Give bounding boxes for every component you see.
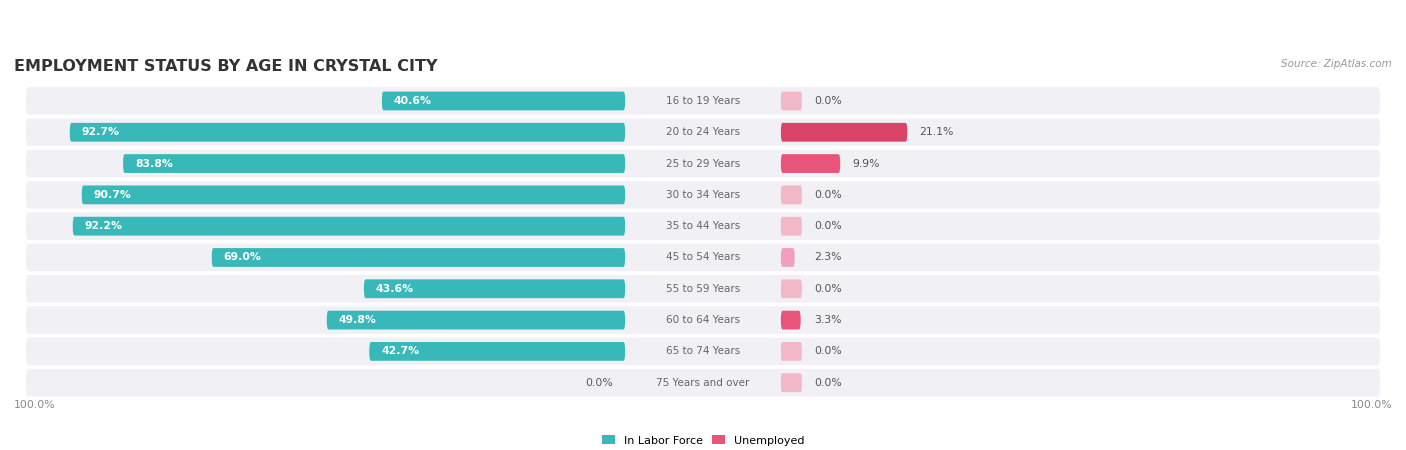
Text: 0.0%: 0.0% (814, 190, 842, 200)
FancyBboxPatch shape (326, 310, 626, 329)
Text: 100.0%: 100.0% (1350, 400, 1392, 410)
Text: 0.0%: 0.0% (814, 96, 842, 106)
Text: Source: ZipAtlas.com: Source: ZipAtlas.com (1281, 58, 1392, 69)
FancyBboxPatch shape (780, 154, 841, 173)
FancyBboxPatch shape (780, 123, 907, 142)
Text: 42.7%: 42.7% (381, 346, 419, 356)
FancyBboxPatch shape (370, 342, 626, 361)
Text: 40.6%: 40.6% (394, 96, 432, 106)
FancyBboxPatch shape (27, 181, 1379, 209)
Text: 43.6%: 43.6% (375, 284, 413, 294)
FancyBboxPatch shape (27, 369, 1379, 396)
Text: 35 to 44 Years: 35 to 44 Years (666, 221, 740, 231)
FancyBboxPatch shape (82, 185, 626, 204)
FancyBboxPatch shape (780, 310, 800, 329)
Legend: In Labor Force, Unemployed: In Labor Force, Unemployed (598, 431, 808, 450)
Text: 49.8%: 49.8% (339, 315, 377, 325)
Text: 90.7%: 90.7% (94, 190, 132, 200)
Text: 0.0%: 0.0% (585, 378, 613, 388)
Text: 9.9%: 9.9% (852, 158, 880, 169)
Text: 30 to 34 Years: 30 to 34 Years (666, 190, 740, 200)
Text: 3.3%: 3.3% (814, 315, 841, 325)
FancyBboxPatch shape (27, 275, 1379, 302)
Text: 20 to 24 Years: 20 to 24 Years (666, 127, 740, 137)
Text: 60 to 64 Years: 60 to 64 Years (666, 315, 740, 325)
Text: 0.0%: 0.0% (814, 346, 842, 356)
FancyBboxPatch shape (27, 306, 1379, 334)
Text: 0.0%: 0.0% (814, 221, 842, 231)
FancyBboxPatch shape (27, 87, 1379, 115)
FancyBboxPatch shape (364, 279, 626, 298)
FancyBboxPatch shape (27, 118, 1379, 146)
Text: 25 to 29 Years: 25 to 29 Years (666, 158, 740, 169)
FancyBboxPatch shape (780, 374, 801, 392)
Text: 16 to 19 Years: 16 to 19 Years (666, 96, 740, 106)
Text: 21.1%: 21.1% (920, 127, 953, 137)
Text: 92.7%: 92.7% (82, 127, 120, 137)
Text: 75 Years and over: 75 Years and over (657, 378, 749, 388)
Text: 69.0%: 69.0% (224, 252, 262, 262)
Text: EMPLOYMENT STATUS BY AGE IN CRYSTAL CITY: EMPLOYMENT STATUS BY AGE IN CRYSTAL CITY (14, 58, 437, 74)
FancyBboxPatch shape (212, 248, 626, 267)
FancyBboxPatch shape (780, 342, 801, 361)
Text: 2.3%: 2.3% (814, 252, 841, 262)
Text: 83.8%: 83.8% (135, 158, 173, 169)
FancyBboxPatch shape (124, 154, 626, 173)
FancyBboxPatch shape (382, 91, 626, 110)
FancyBboxPatch shape (780, 248, 794, 267)
Text: 45 to 54 Years: 45 to 54 Years (666, 252, 740, 262)
FancyBboxPatch shape (70, 123, 626, 142)
FancyBboxPatch shape (780, 217, 801, 235)
FancyBboxPatch shape (27, 244, 1379, 271)
FancyBboxPatch shape (780, 279, 801, 298)
Text: 0.0%: 0.0% (814, 378, 842, 388)
Text: 0.0%: 0.0% (814, 284, 842, 294)
FancyBboxPatch shape (780, 185, 801, 204)
Text: 65 to 74 Years: 65 to 74 Years (666, 346, 740, 356)
Text: 100.0%: 100.0% (14, 400, 56, 410)
Text: 92.2%: 92.2% (84, 221, 122, 231)
FancyBboxPatch shape (27, 338, 1379, 365)
FancyBboxPatch shape (73, 217, 626, 235)
FancyBboxPatch shape (27, 212, 1379, 240)
FancyBboxPatch shape (780, 91, 801, 110)
FancyBboxPatch shape (27, 150, 1379, 177)
Text: 55 to 59 Years: 55 to 59 Years (666, 284, 740, 294)
